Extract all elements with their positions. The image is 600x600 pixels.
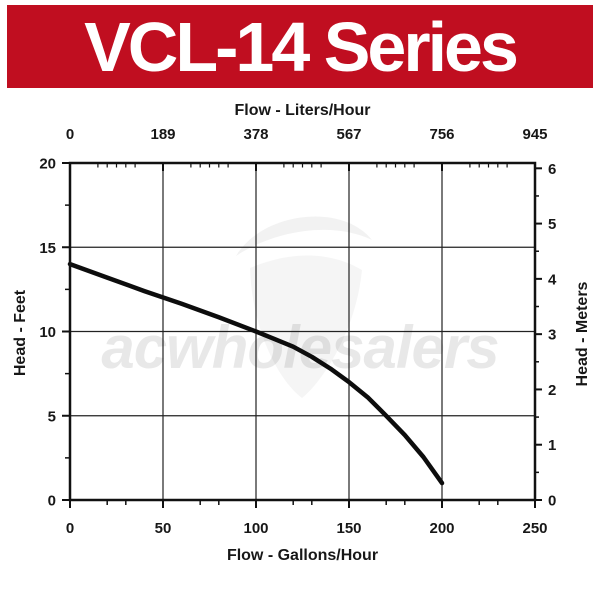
top-axis-title: Flow - Liters/Hour — [234, 102, 371, 119]
left-tick-label: 15 — [39, 240, 56, 257]
watermark-logo-icon — [250, 255, 362, 398]
bottom-tick-label: 250 — [522, 520, 547, 537]
right-tick-label: 5 — [548, 216, 556, 233]
top-tick-label: 945 — [522, 126, 547, 143]
top-tick-label: 567 — [336, 126, 361, 143]
watermark-logo-icon — [236, 216, 372, 256]
top-tick-label: 756 — [429, 126, 454, 143]
left-tick-label: 10 — [39, 324, 56, 341]
right-axis-title: Head - Meters — [574, 281, 591, 387]
top-tick-label: 0 — [66, 126, 74, 143]
bottom-axis-title: Flow - Gallons/Hour — [226, 547, 379, 564]
right-tick-label: 6 — [548, 161, 556, 178]
right-tick-label: 1 — [548, 437, 556, 454]
bottom-tick-label: 50 — [155, 520, 172, 537]
top-tick-label: 378 — [243, 126, 268, 143]
right-tick-label: 3 — [548, 327, 556, 344]
left-tick-label: 5 — [48, 408, 56, 425]
bottom-tick-label: 200 — [429, 520, 454, 537]
right-tick-label: 2 — [548, 382, 556, 399]
left-tick-label: 20 — [39, 156, 56, 173]
pump-curve-line — [67, 261, 445, 486]
bottom-tick-label: 100 — [243, 520, 268, 537]
bottom-tick-label: 150 — [336, 520, 361, 537]
series-title-banner: VCL-14 Series — [7, 5, 593, 88]
bottom-tick-label: 0 — [66, 520, 74, 537]
left-axis-title: Head - Feet — [12, 289, 29, 377]
left-tick-label: 0 — [48, 493, 56, 510]
right-tick-label: 4 — [548, 271, 557, 288]
top-tick-label: 189 — [150, 126, 175, 143]
page-title: VCL-14 Series — [84, 7, 519, 86]
right-tick-label: 0 — [548, 493, 556, 510]
watermark-text: acwholesalers — [101, 314, 498, 381]
